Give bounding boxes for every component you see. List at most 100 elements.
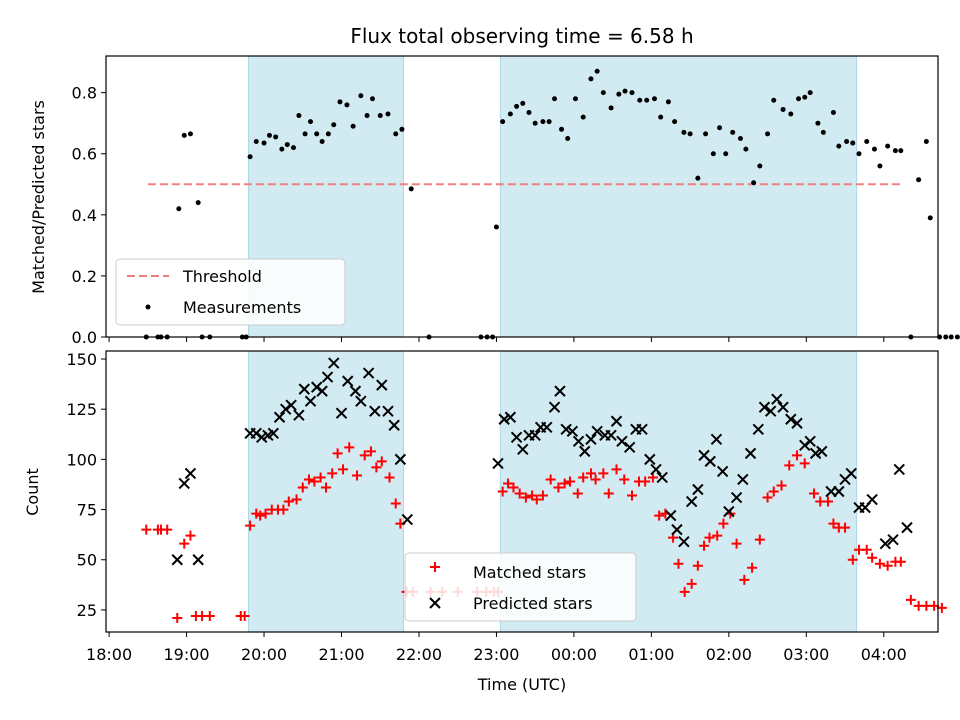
measurement-point (710, 151, 716, 157)
matched-star-point (828, 518, 839, 529)
predicted-star-point (401, 513, 414, 526)
measurement-point (898, 148, 904, 154)
predicted-star-point (541, 421, 553, 433)
predicted-star-point (845, 467, 857, 480)
measurement-point (717, 125, 723, 131)
predicted-star-point (560, 423, 572, 435)
matched-star-point (847, 554, 858, 565)
predicted-star-point (744, 447, 757, 460)
x-axis-label: Time (UTC) (477, 675, 566, 694)
predicted-star-point (369, 405, 381, 417)
matched-star-point (699, 540, 710, 551)
matched-star-point (371, 462, 382, 473)
matched-star-point (627, 490, 638, 501)
predicted-star-point (879, 537, 892, 550)
predicted-star-point (887, 533, 899, 546)
measurement-point (658, 114, 664, 120)
measurement-point (493, 224, 499, 230)
predicted-star-point (671, 523, 683, 536)
matched-star-point (537, 490, 548, 501)
matched-star-point (239, 610, 250, 621)
measurement-point (927, 215, 933, 221)
matched-star-point (565, 476, 576, 487)
top-panel-frame (105, 55, 939, 338)
measurement-point (802, 94, 808, 100)
matched-star-point (572, 488, 583, 499)
matched-star-point (768, 486, 779, 497)
measurement-point (385, 111, 391, 117)
legend-matched-marker (430, 562, 440, 572)
predicted-star-point (730, 491, 743, 504)
y-tick-label: 0.4 (72, 206, 97, 225)
matched-star-point (692, 560, 703, 571)
y-tick-label: 0.2 (72, 267, 97, 286)
predicted-star-point (804, 435, 816, 448)
measurement-point (850, 140, 856, 146)
matched-star-point (497, 486, 508, 497)
predicted-star-point (692, 483, 704, 496)
matched-star-point (840, 522, 851, 533)
measurement-point (500, 119, 506, 125)
matched-star-point (390, 498, 401, 509)
predicted-star-point (256, 431, 268, 444)
measurement-point (681, 129, 687, 135)
matched-star-point (647, 472, 658, 483)
measurement-point (279, 146, 285, 152)
measurement-point (665, 99, 671, 105)
measurement-point (757, 163, 763, 169)
predicted-star-point (650, 463, 662, 476)
measurement-point (565, 135, 571, 141)
measurement-point (344, 102, 350, 108)
predicted-star-point (771, 393, 783, 405)
measurement-point (723, 151, 729, 157)
matched-star-point (867, 552, 878, 563)
predicted-star-point (901, 521, 913, 534)
predicted-star-point (704, 455, 716, 468)
measurement-point (266, 132, 272, 138)
measurement-point (552, 96, 558, 102)
y-tick-label: 75 (77, 501, 97, 520)
predicted-star-point (636, 423, 648, 435)
predicted-star-point (341, 375, 354, 387)
predicted-star-point (678, 535, 690, 548)
predicted-star-point (566, 425, 579, 437)
matched-star-point (520, 492, 531, 503)
measurement-point (948, 334, 954, 340)
matched-star-point (297, 482, 308, 493)
measurement-point (765, 131, 771, 137)
measurement-point (247, 154, 253, 160)
measurement-point (520, 100, 526, 106)
predicted-star-point (623, 441, 636, 454)
predicted-star-point (554, 385, 566, 397)
matched-star-point (321, 482, 332, 493)
predicted-star-point (816, 445, 828, 458)
bottom-panel-frame (105, 350, 939, 633)
measurement-point (885, 143, 891, 149)
matched-star-point (553, 482, 564, 493)
predicted-star-point (178, 477, 190, 490)
measurement-point (364, 113, 370, 119)
measurement-point (796, 96, 802, 102)
measurement-point (616, 91, 622, 97)
x-tick-label: 04:00 (861, 645, 907, 664)
measurement-point (559, 126, 565, 132)
measurement-point (308, 119, 314, 125)
predicted-star-point (267, 427, 280, 440)
measurement-point (358, 93, 364, 99)
matched-star-point (172, 612, 183, 623)
shaded-interval (499, 55, 858, 338)
predicted-star-point (764, 405, 777, 417)
predicted-star-point (304, 395, 317, 407)
predicted-star-point (321, 371, 334, 383)
measurement-point (253, 139, 259, 145)
matched-star-point (882, 560, 893, 571)
measurement-point (856, 151, 862, 157)
measurement-point (687, 131, 693, 137)
measurement-point (532, 120, 538, 126)
measurement-point (892, 148, 898, 154)
x-tick-label: 03:00 (783, 645, 829, 664)
predicted-star-point (376, 379, 388, 391)
matched-star-point (598, 468, 609, 479)
predicted-star-point (785, 413, 797, 425)
legend-predicted-marker (429, 597, 441, 609)
